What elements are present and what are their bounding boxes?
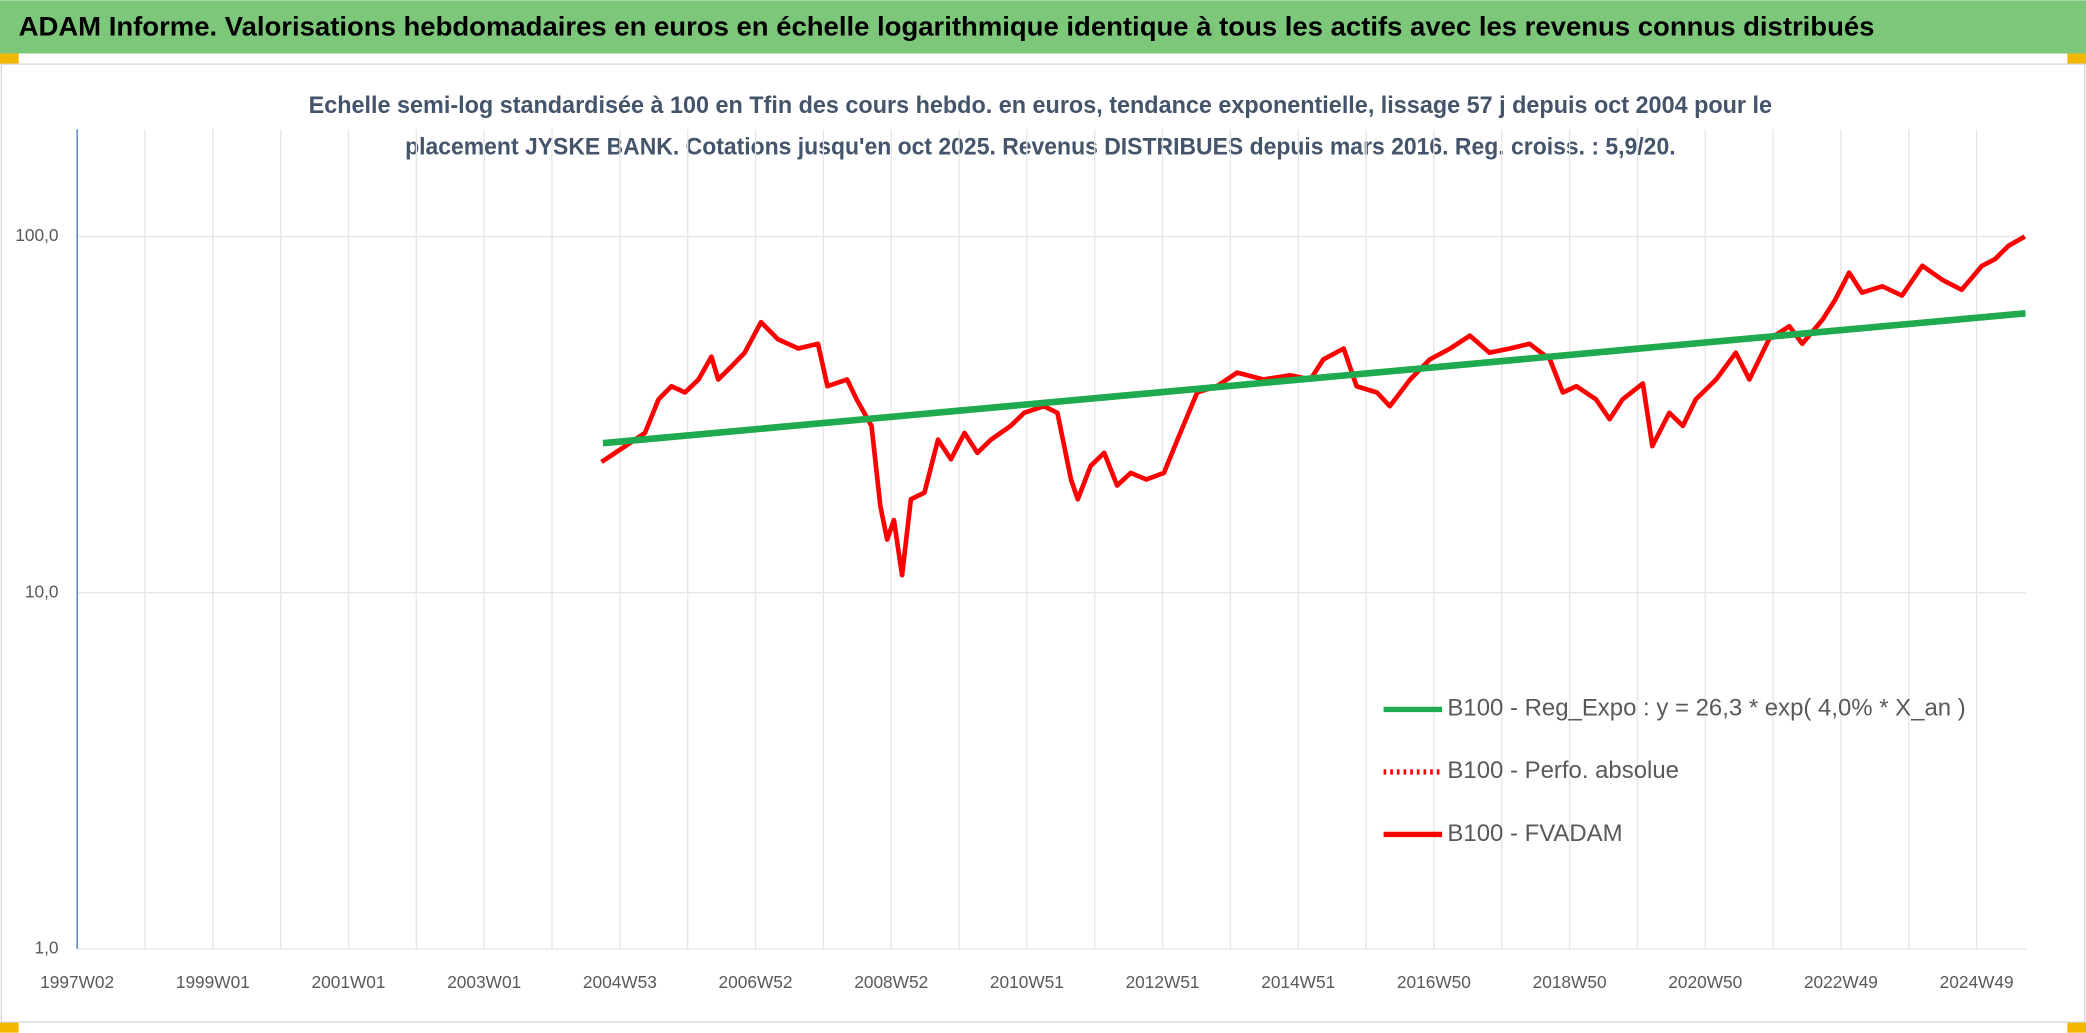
x-tick-label: 2012W51 bbox=[1126, 972, 1200, 992]
x-tick-label: 2001W01 bbox=[312, 972, 386, 992]
x-tick-label: 2024W49 bbox=[1940, 972, 2014, 992]
header-band bbox=[0, 0, 2086, 54]
y-tick-label: 1,0 bbox=[35, 937, 59, 957]
legend-label: B100 - FVADAM bbox=[1447, 820, 1622, 847]
x-tick-label: 2022W49 bbox=[1804, 972, 1878, 992]
x-tick-label: 2020W50 bbox=[1668, 972, 1742, 992]
x-tick-label: 2014W51 bbox=[1261, 972, 1335, 992]
corner bbox=[2067, 53, 2086, 65]
x-tick-label: 2008W52 bbox=[854, 972, 928, 992]
chart-subtitle: placement JYSKE BANK. Cotations jusqu'en… bbox=[405, 133, 1675, 160]
y-tick-label: 100,0 bbox=[15, 225, 58, 245]
x-tick-label: 2010W51 bbox=[990, 972, 1064, 992]
series-line bbox=[602, 309, 2026, 447]
y-tick-label: 10,0 bbox=[25, 581, 59, 601]
corner bbox=[0, 53, 19, 65]
chart-subtitle: Echelle semi-log standardisée à 100 en T… bbox=[309, 92, 1772, 119]
x-tick-label: 1999W01 bbox=[176, 972, 250, 992]
legend-label: B100 - Reg_Expo : y = 26,3 * exp( 4,0% *… bbox=[1447, 695, 1965, 722]
x-tick-label: 2016W50 bbox=[1397, 972, 1471, 992]
x-tick-label: 1997W02 bbox=[40, 972, 114, 992]
chart-border bbox=[0, 63, 2086, 1023]
page-title: ADAM Informe. Valorisations hebdomadaire… bbox=[19, 11, 1875, 41]
corner bbox=[0, 1022, 19, 1033]
corner bbox=[2067, 1022, 2086, 1033]
x-tick-label: 2018W50 bbox=[1533, 972, 1607, 992]
x-tick-label: 2006W52 bbox=[719, 972, 793, 992]
x-tick-label: 2004W53 bbox=[583, 972, 657, 992]
x-tick-label: 2003W01 bbox=[447, 972, 521, 992]
legend-label: B100 - Perfo. absolue bbox=[1447, 757, 1679, 784]
